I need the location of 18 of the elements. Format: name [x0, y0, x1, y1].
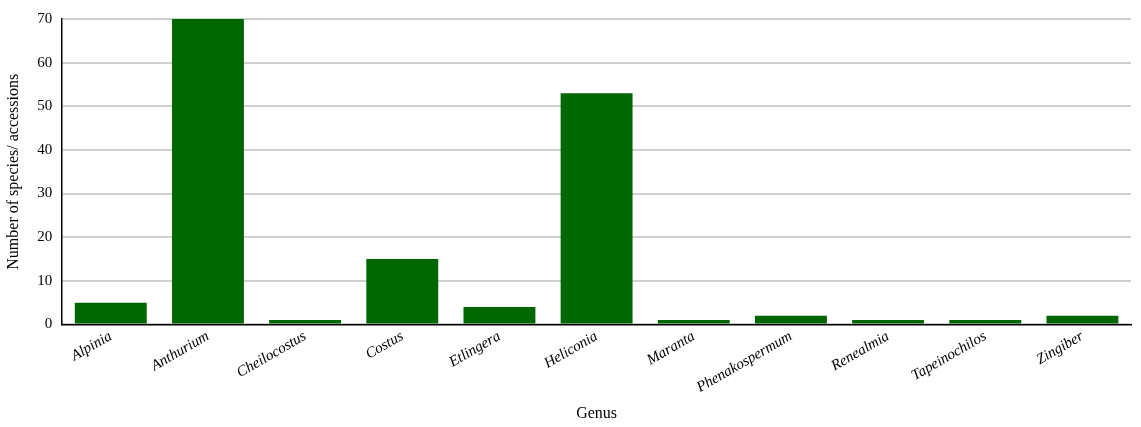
y-tick-label: 30	[37, 184, 53, 201]
bar	[172, 19, 244, 324]
x-axis-title: Genus	[576, 403, 618, 421]
bar	[754, 315, 827, 324]
y-tick-label: 60	[37, 53, 53, 70]
bar	[366, 259, 439, 324]
y-tick-label: 40	[37, 140, 53, 157]
y-tick-label: 20	[37, 228, 53, 245]
y-tick-label: 50	[37, 97, 53, 114]
bar	[560, 93, 633, 324]
y-tick-label: 70	[37, 9, 53, 26]
bar	[74, 302, 147, 324]
bar	[463, 307, 536, 324]
x-tick-label: Costus	[362, 327, 406, 362]
bar	[1046, 315, 1119, 324]
y-axis-title: Number of species/ accessions	[3, 73, 22, 270]
y-tick-label: 0	[44, 315, 53, 332]
y-tick-label: 10	[37, 271, 53, 288]
